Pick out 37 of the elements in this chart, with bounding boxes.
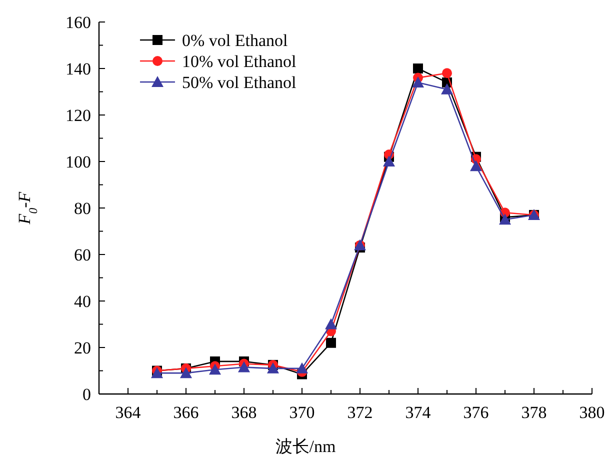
point (267, 362, 279, 374)
y-tick-label: 60 (74, 246, 91, 264)
x-tick-label: 376 (463, 403, 489, 422)
legend-label: 0% vol Ethanol (182, 31, 288, 50)
x-tick-label: 366 (173, 403, 199, 422)
point (296, 362, 308, 374)
point (238, 361, 250, 372)
point (413, 64, 423, 74)
y-tick-label: 40 (74, 292, 91, 311)
legend-label: 10% vol Ethanol (182, 52, 297, 71)
x-tick-label: 380 (579, 403, 605, 422)
y-tick-label: 20 (74, 338, 91, 358)
y-tick-label: 160 (66, 13, 91, 32)
x-tick-label: 372 (347, 403, 373, 422)
point (180, 367, 192, 378)
x-axis-title: 波长/nm (275, 437, 336, 456)
point (383, 156, 395, 166)
point (326, 338, 336, 348)
legend-label: 50% vol Ethanol (182, 73, 297, 92)
point (499, 214, 511, 225)
point (412, 76, 424, 88)
x-tick-label: 378 (521, 403, 547, 422)
y-tick-label: 140 (66, 60, 91, 78)
x-tick-label: 374 (405, 403, 432, 422)
x-tick-label: 364 (115, 403, 142, 422)
x-tick-label: 370 (289, 403, 315, 422)
x-tick-label: 368 (231, 403, 257, 422)
point (325, 318, 337, 330)
point (442, 68, 452, 78)
point (151, 367, 163, 378)
y-tick-label: 120 (66, 106, 91, 125)
y-tick-label: 100 (66, 152, 91, 172)
point (470, 160, 482, 172)
point (209, 364, 221, 375)
point (441, 83, 453, 94)
y-tick-label: 80 (74, 199, 91, 218)
y-tick-label: 0 (82, 385, 91, 404)
